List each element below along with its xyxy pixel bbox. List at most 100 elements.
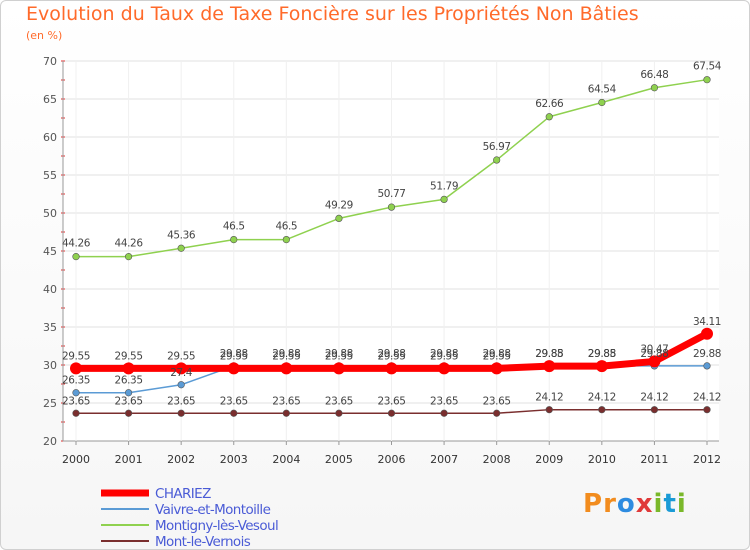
data-label: 29.55 xyxy=(62,350,90,362)
data-point xyxy=(72,389,80,397)
data-point xyxy=(387,203,396,211)
y-tick-label: 65 xyxy=(43,93,57,106)
proxiti-logo: Proxiti xyxy=(583,489,687,519)
data-point xyxy=(72,409,80,417)
data-label: 56.97 xyxy=(483,141,511,153)
data-label: 23.65 xyxy=(483,395,511,407)
y-tick-label: 70 xyxy=(43,55,57,68)
data-point xyxy=(124,253,133,261)
data-label: 64.54 xyxy=(588,83,617,95)
data-label: 29.55 xyxy=(377,350,405,362)
data-label: 27.4 xyxy=(170,367,192,379)
data-label: 29.55 xyxy=(220,350,248,362)
data-label: 29.88 xyxy=(483,348,511,360)
data-label: 49.29 xyxy=(325,199,353,211)
data-point xyxy=(543,360,556,373)
data-label: 29.88 xyxy=(272,348,300,360)
x-tick-label: 2000 xyxy=(62,453,90,466)
data-label: 23.65 xyxy=(272,395,300,407)
data-label: 23.65 xyxy=(377,395,405,407)
x-tick-label: 2010 xyxy=(588,453,616,466)
data-point xyxy=(440,195,448,203)
data-label: 23.65 xyxy=(325,395,353,407)
data-label: 50.77 xyxy=(377,188,405,200)
data-point xyxy=(335,409,343,417)
data-point xyxy=(701,327,713,340)
data-point xyxy=(124,389,133,397)
data-point xyxy=(282,236,290,244)
data-label: 29.88 xyxy=(220,348,248,360)
data-label: 24.12 xyxy=(693,392,721,404)
data-point xyxy=(703,362,711,370)
data-label: 29.88 xyxy=(535,348,563,360)
data-point xyxy=(227,362,240,375)
y-tick-label: 25 xyxy=(43,397,57,410)
legend-label-2: Montigny-lès-Vesoul xyxy=(155,518,278,534)
data-label: 29.55 xyxy=(483,350,511,362)
y-tick-label: 20 xyxy=(43,435,57,448)
y-tick-label: 45 xyxy=(43,245,57,258)
data-point xyxy=(648,355,661,368)
data-label: 67.54 xyxy=(693,61,722,73)
data-point xyxy=(595,360,608,373)
data-label: 46.5 xyxy=(223,221,245,233)
data-point xyxy=(335,214,343,222)
data-point xyxy=(385,362,398,375)
data-label: 24.12 xyxy=(640,392,668,404)
data-label: 29.55 xyxy=(115,350,143,362)
data-point xyxy=(175,362,188,375)
data-label: 46.5 xyxy=(275,221,297,233)
data-label: 44.26 xyxy=(115,238,144,250)
data-point xyxy=(230,236,238,244)
data-label: 29.88 xyxy=(377,348,405,360)
data-label: 23.65 xyxy=(115,395,143,407)
data-label: 29.88 xyxy=(693,348,721,360)
x-tick-label: 2012 xyxy=(693,453,721,466)
data-label: 29.55 xyxy=(430,350,458,362)
data-label: 26.35 xyxy=(115,375,143,387)
data-label: 34.11 xyxy=(693,316,721,328)
data-point xyxy=(177,409,185,417)
data-point xyxy=(650,84,659,92)
data-point xyxy=(598,406,606,414)
data-point xyxy=(124,409,133,417)
data-label: 51.79 xyxy=(430,180,458,192)
data-point xyxy=(545,406,553,414)
data-point xyxy=(387,409,396,417)
data-label: 29.55 xyxy=(272,350,300,362)
data-label: 29.55 xyxy=(167,350,195,362)
x-tick-label: 2006 xyxy=(378,453,406,466)
legend-label-1: Vaivre-et-Montoille xyxy=(155,502,271,518)
data-point xyxy=(490,362,503,375)
data-point xyxy=(650,406,659,414)
data-label: 44.26 xyxy=(62,238,91,250)
x-tick-label: 2008 xyxy=(483,453,511,466)
chart-title: Evolution du Taux de Taxe Foncière sur l… xyxy=(26,3,639,25)
data-point xyxy=(493,409,501,417)
data-label: 29.55 xyxy=(325,350,353,362)
data-point xyxy=(70,362,82,375)
y-tick-label: 30 xyxy=(43,359,57,372)
y-tick-label: 55 xyxy=(43,169,57,182)
legend-label-3: Mont-le-Vernois xyxy=(155,534,251,550)
data-point xyxy=(177,244,185,252)
x-tick-label: 2001 xyxy=(115,453,143,466)
data-label: 30.47 xyxy=(640,343,668,355)
data-label: 23.65 xyxy=(220,395,248,407)
x-tick-label: 2003 xyxy=(220,453,248,466)
data-label: 29.85 xyxy=(535,348,563,360)
data-point xyxy=(72,253,80,261)
x-tick-label: 2009 xyxy=(535,453,563,466)
data-label: 29.88 xyxy=(588,348,616,360)
data-label: 29.85 xyxy=(588,348,616,360)
data-label: 66.48 xyxy=(640,69,668,81)
data-point xyxy=(598,98,606,107)
data-point xyxy=(282,409,290,417)
data-label: 29.88 xyxy=(325,348,353,360)
data-point xyxy=(703,76,711,84)
x-tick-label: 2002 xyxy=(167,453,195,466)
legend-label-0: CHARIEZ xyxy=(155,486,211,502)
x-tick-label: 2011 xyxy=(640,453,668,466)
